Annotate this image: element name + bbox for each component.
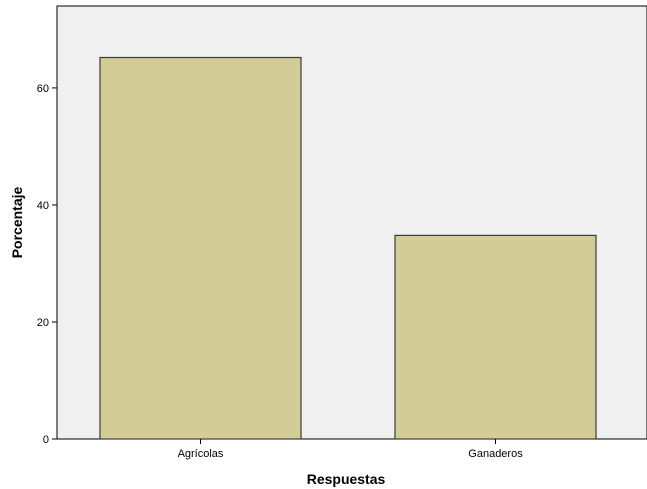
y-axis-title: Porcentaje bbox=[9, 186, 25, 258]
x-tick-label-0: Agrícolas bbox=[178, 448, 224, 460]
bar-1 bbox=[394, 234, 597, 440]
x-tick-label-1: Ganaderos bbox=[468, 448, 523, 460]
x-axis: Agrícolas Ganaderos bbox=[178, 439, 523, 460]
x-axis-title: Respuestas bbox=[307, 471, 386, 487]
y-tick-label-2: 40 bbox=[37, 200, 49, 212]
bar-0 bbox=[99, 56, 302, 440]
y-tick-label-1: 20 bbox=[37, 317, 49, 329]
y-axis: 0 20 40 60 bbox=[37, 83, 57, 446]
y-tick-label-3: 60 bbox=[37, 83, 49, 95]
y-tick-label-0: 0 bbox=[43, 434, 49, 446]
